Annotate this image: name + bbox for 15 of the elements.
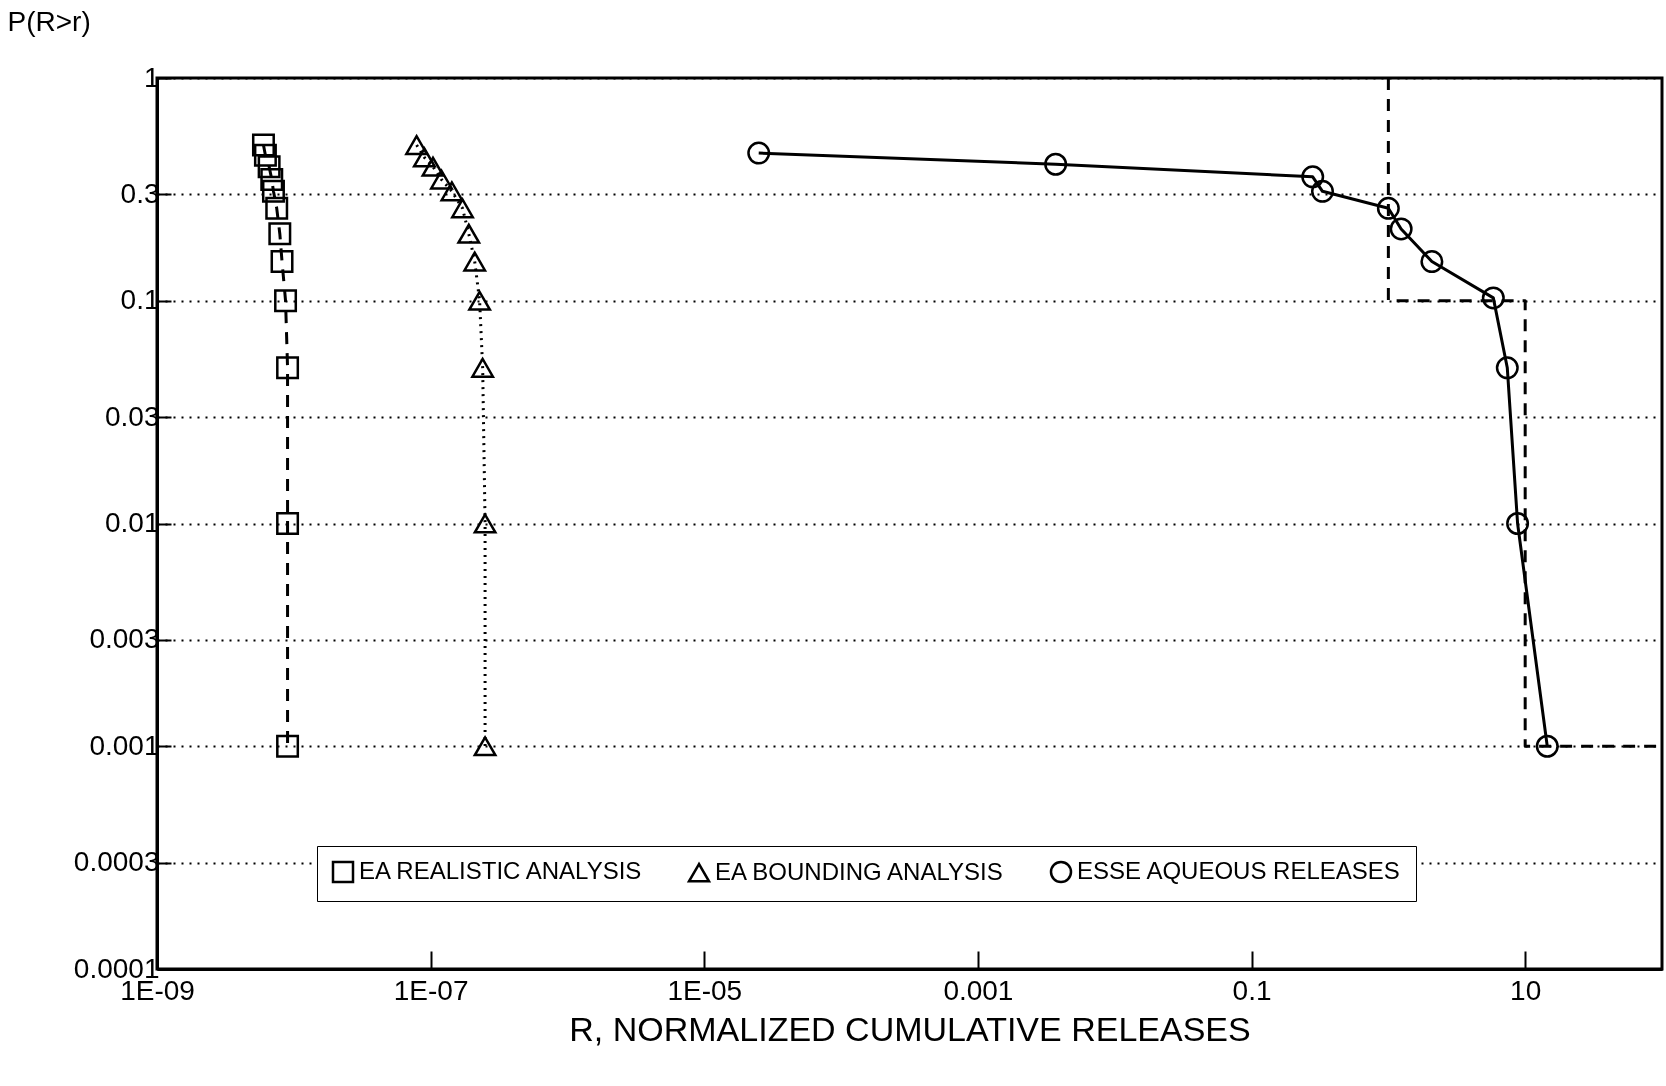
y-tick-label: 0.1	[120, 284, 160, 316]
legend-label: ESSE AQUEOUS RELEASES	[1077, 857, 1400, 884]
x-axis-title: R, NORMALIZED CUMULATIVE RELEASES	[569, 1009, 1251, 1048]
legend-label: EA REALISTIC ANALYSIS	[359, 857, 642, 884]
legend-label: EA BOUNDING ANALYSIS	[715, 857, 1003, 885]
x-tick-label: 1E-05	[667, 974, 743, 1006]
x-tick-label: 1E-07	[393, 974, 469, 1006]
x-tick-label: 0.1	[1232, 974, 1272, 1006]
x-tick-label: 0.001	[943, 974, 1014, 1006]
y-axis-title: P(R>r)	[7, 5, 91, 37]
y-tick-label: 1	[143, 61, 160, 93]
y-tick-label: 0.01	[105, 507, 160, 538]
y-tick-label: 0.001	[89, 729, 160, 761]
x-tick-label: 10	[1510, 974, 1542, 1006]
y-tick-label: 0.0003	[73, 846, 160, 878]
